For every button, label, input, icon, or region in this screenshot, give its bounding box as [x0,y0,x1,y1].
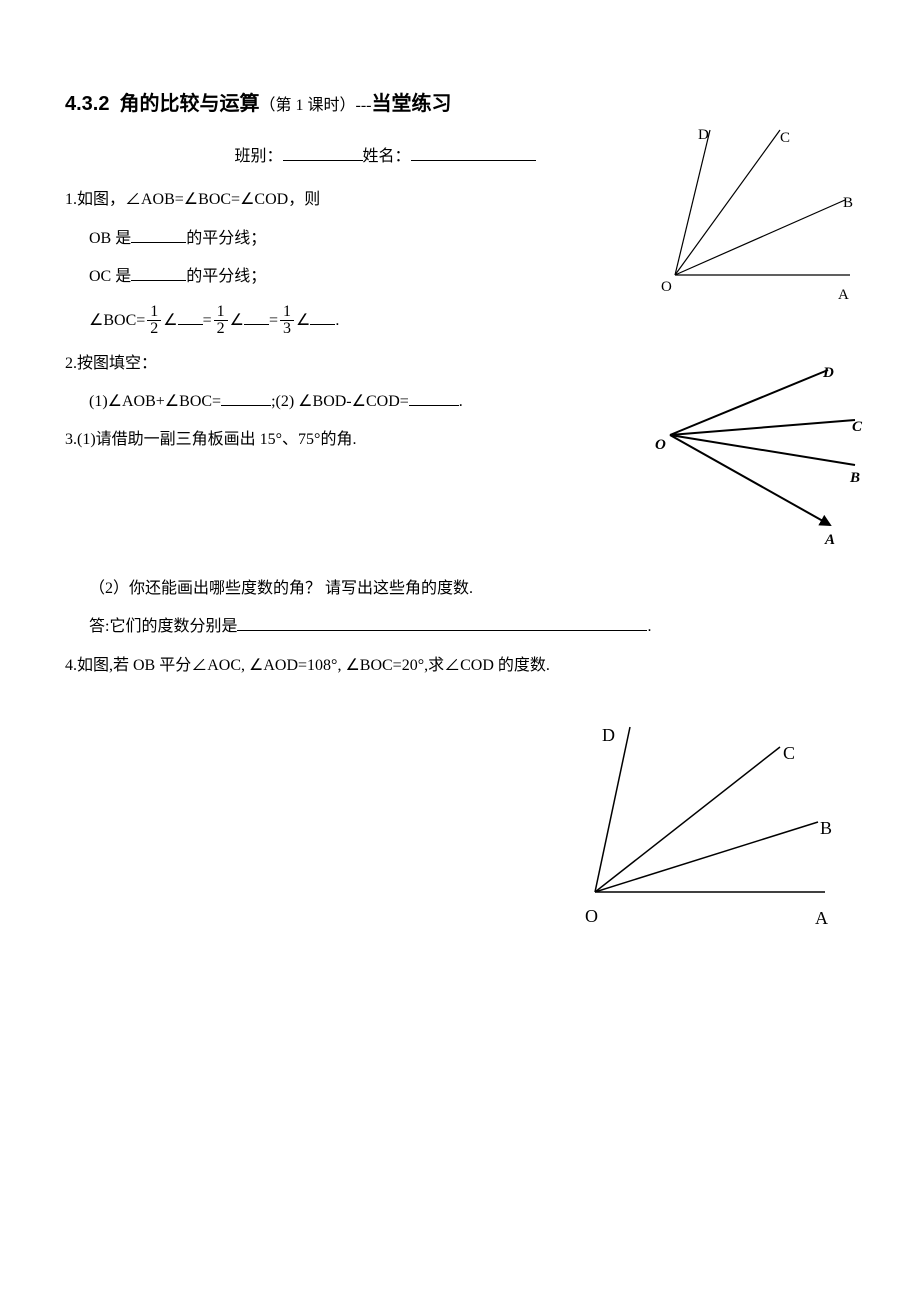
problem-4: 4.如图,若 OB 平分∠AOC, ∠AOD=108°, ∠BOC=20°,求∠… [65,647,855,685]
label-A: A [838,277,849,313]
label-B: B [820,807,832,850]
p3-line3: 答:它们的度数分别是. [65,608,855,646]
vertex-O: O [661,269,672,305]
section-number: 4.3.2 [65,93,109,115]
blank [310,309,335,325]
p3-line2: （2）你还能画出哪些度数的角？ 请写出这些角的度数. [65,570,855,608]
label-C: C [783,732,795,775]
name-label: 姓名： [363,148,411,165]
label-C: C [852,409,862,445]
angle-diagram-2: O A B C D [660,360,860,540]
blank [244,309,269,325]
diagram-svg [665,125,850,305]
p4-line1: 4.如图,若 OB 平分∠AOC, ∠AOD=108°, ∠BOC=20°,求∠… [65,647,855,685]
label-C: C [780,120,790,156]
worksheet-title: 4.3.2 角的比较与运算（第 1 课时）---当堂练习 [65,80,855,128]
label-A: A [825,522,835,558]
title-main: 角的比较与运算 [119,93,259,115]
angle-diagram-1: O A B C D [665,125,850,305]
blank [237,615,647,631]
blank [178,309,203,325]
label-A: A [815,897,828,940]
label-D: D [698,117,709,153]
vertex-O: O [585,895,598,938]
angle-diagram-3: O A B C D [550,717,830,927]
label-D: D [602,714,615,757]
fraction-half: 12 [214,304,228,337]
title-subtitle-light: （第 1 课时）--- [259,97,371,114]
name-blank [411,145,536,161]
fraction-third: 13 [280,304,294,337]
blank [221,390,271,406]
label-B: B [843,185,853,221]
blank [131,227,186,243]
fraction-half: 12 [147,304,161,337]
class-blank [283,145,363,161]
label-B: B [850,460,860,496]
title-subtitle-bold: 当堂练习 [371,93,451,115]
vertex-O: O [655,427,666,463]
blank [409,390,459,406]
class-label: 班别： [234,148,282,165]
label-D: D [823,355,834,391]
blank [131,265,186,281]
